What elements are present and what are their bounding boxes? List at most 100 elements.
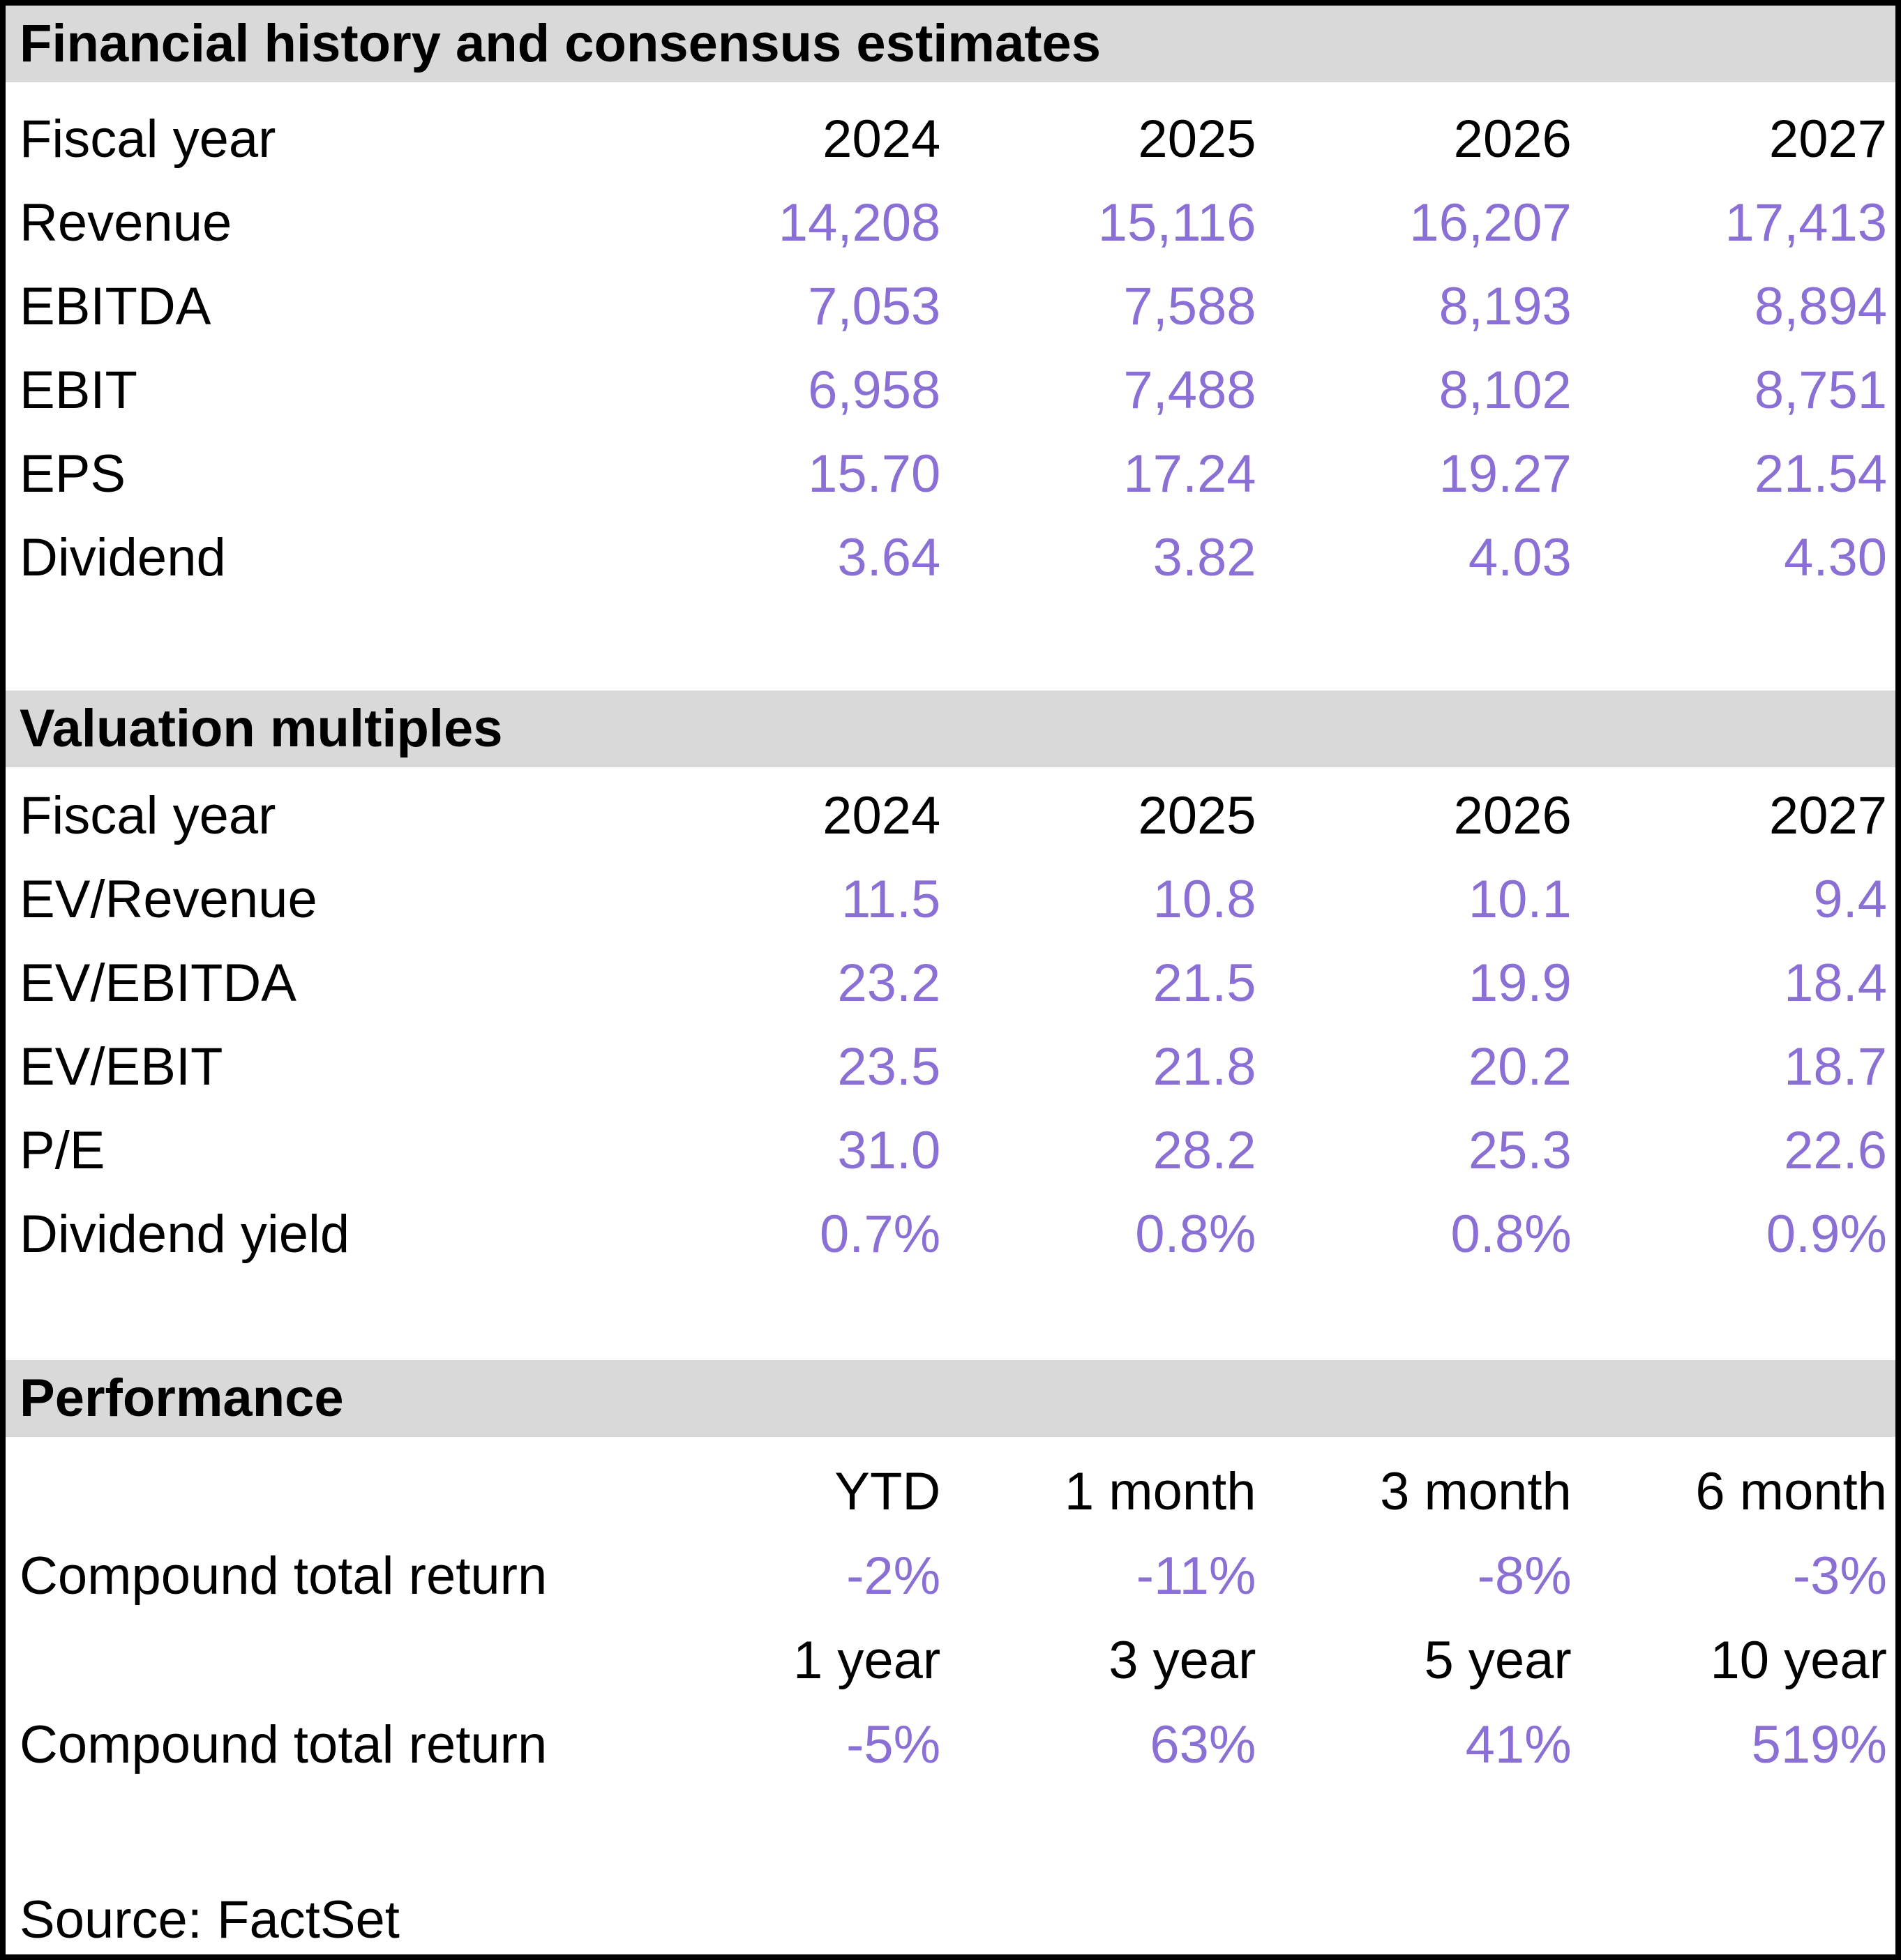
- table-header-row: Fiscal year 2024 2025 2026 2027: [6, 98, 1895, 181]
- year-header: 2026: [1453, 110, 1572, 169]
- row-label-fiscal-year: Fiscal year: [20, 786, 276, 845]
- value-cell: 21.8: [1152, 1037, 1256, 1096]
- value-cell: 3.82: [1152, 528, 1256, 587]
- table-row-ebit: EBIT 6,958 7,488 8,102 8,751: [6, 349, 1895, 432]
- value-cell: 22.6: [1784, 1121, 1887, 1180]
- period-header: YTD: [834, 1462, 941, 1521]
- value-cell: 8,193: [1438, 277, 1572, 336]
- table-row-ebitda: EBITDA 7,053 7,588 8,193 8,894: [6, 265, 1895, 349]
- value-cell: 18.7: [1784, 1037, 1887, 1096]
- row-label-empty: [6, 1449, 633, 1534]
- year-header: 2024: [822, 786, 941, 845]
- source-note: Source: FactSet: [20, 1890, 400, 1950]
- period-header: 3 month: [1380, 1462, 1572, 1521]
- table-header-row-short-periods: YTD 1 month 3 month 6 month: [6, 1449, 1895, 1534]
- value-cell: 21.54: [1754, 444, 1887, 504]
- table-row-dividend: Dividend 3.64 3.82 4.03 4.30: [6, 516, 1895, 600]
- value-cell: 8,894: [1754, 277, 1887, 336]
- table-row-ev-ebit: EV/EBIT 23.5 21.8 20.2 18.7: [6, 1025, 1895, 1109]
- year-header: 2025: [1138, 110, 1256, 169]
- row-label-fiscal-year: Fiscal year: [20, 110, 276, 169]
- value-cell: 11.5: [841, 870, 941, 929]
- period-header: 1 year: [793, 1631, 941, 1690]
- value-cell: -3%: [1792, 1546, 1887, 1606]
- period-header: 5 year: [1424, 1631, 1572, 1690]
- section-header-valuation-multiples: Valuation multiples: [6, 691, 1895, 767]
- table-row-revenue: Revenue 14,208 15,116 16,207 17,413: [6, 181, 1895, 265]
- row-label: Dividend: [20, 528, 226, 587]
- value-cell: 3.64: [837, 528, 941, 587]
- row-label: EV/Revenue: [20, 870, 317, 929]
- section-title: Performance: [20, 1369, 344, 1428]
- value-cell: 15,116: [1097, 193, 1256, 252]
- table-row-ev-ebitda: EV/EBITDA 23.2 21.5 19.9 18.4: [6, 942, 1895, 1025]
- row-label: Compound total return: [20, 1546, 548, 1606]
- table-row-ev-revenue: EV/Revenue 11.5 10.8 10.1 9.4: [6, 858, 1895, 942]
- row-label: Dividend yield: [20, 1205, 350, 1264]
- section-header-financial-history: Financial history and consensus estimate…: [6, 6, 1895, 82]
- row-label: EV/EBITDA: [20, 953, 296, 1013]
- value-cell: 0.8%: [1135, 1205, 1256, 1264]
- section-title: Financial history and consensus estimate…: [20, 14, 1102, 73]
- financial-history-table: Fiscal year 2024 2025 2026 2027 Revenue …: [6, 98, 1895, 600]
- section-title: Valuation multiples: [20, 699, 503, 758]
- value-cell: 9.4: [1813, 870, 1887, 929]
- value-cell: 7,588: [1123, 277, 1256, 336]
- period-header: 3 year: [1109, 1631, 1256, 1690]
- value-cell: -2%: [846, 1546, 941, 1606]
- row-label: EBITDA: [20, 277, 211, 336]
- year-header: 2026: [1453, 786, 1572, 845]
- value-cell: -5%: [846, 1715, 941, 1774]
- value-cell: 17.24: [1123, 444, 1256, 504]
- value-cell: 0.8%: [1450, 1205, 1572, 1264]
- period-header: 10 year: [1710, 1631, 1888, 1690]
- value-cell: 8,751: [1754, 361, 1887, 420]
- table-row-compound-return-long: Compound total return -5% 63% 41% 519%: [6, 1703, 1895, 1787]
- value-cell: 7,053: [808, 277, 941, 336]
- value-cell: 15.70: [808, 444, 941, 504]
- value-cell: 16,207: [1409, 193, 1572, 252]
- table-row-pe: P/E 31.0 28.2 25.3 22.6: [6, 1109, 1895, 1193]
- row-label-empty: [6, 1618, 633, 1703]
- value-cell: 25.3: [1468, 1121, 1572, 1180]
- value-cell: 21.5: [1152, 953, 1256, 1013]
- period-header: 6 month: [1695, 1462, 1887, 1521]
- row-label: Compound total return: [20, 1715, 548, 1774]
- value-cell: 31.0: [837, 1121, 941, 1180]
- row-label: P/E: [20, 1121, 105, 1180]
- value-cell: 20.2: [1468, 1037, 1572, 1096]
- value-cell: 4.03: [1468, 528, 1572, 587]
- period-header: 1 month: [1064, 1462, 1256, 1521]
- value-cell: 519%: [1751, 1715, 1887, 1774]
- section-header-performance: Performance: [6, 1360, 1895, 1437]
- value-cell: 23.5: [837, 1037, 941, 1096]
- row-label: Revenue: [20, 193, 232, 252]
- value-cell: 28.2: [1152, 1121, 1256, 1180]
- value-cell: 63%: [1150, 1715, 1256, 1774]
- value-cell: 8,102: [1438, 361, 1572, 420]
- value-cell: 7,488: [1123, 361, 1256, 420]
- value-cell: 41%: [1465, 1715, 1572, 1774]
- performance-table: YTD 1 month 3 month 6 month Compound tot…: [6, 1449, 1895, 1787]
- row-label: EBIT: [20, 361, 137, 420]
- value-cell: 0.7%: [820, 1205, 941, 1264]
- row-label: EPS: [20, 444, 126, 504]
- value-cell: 18.4: [1784, 953, 1887, 1013]
- value-cell: 0.9%: [1766, 1205, 1887, 1264]
- value-cell: 6,958: [808, 361, 941, 420]
- row-label: EV/EBIT: [20, 1037, 223, 1096]
- table-row-dividend-yield: Dividend yield 0.7% 0.8% 0.8% 0.9%: [6, 1193, 1895, 1276]
- value-cell: 23.2: [837, 953, 941, 1013]
- year-header: 2025: [1138, 786, 1256, 845]
- value-cell: 10.1: [1468, 870, 1572, 929]
- year-header: 2024: [822, 110, 941, 169]
- value-cell: 19.9: [1468, 953, 1572, 1013]
- value-cell: -11%: [1136, 1546, 1256, 1606]
- value-cell: 17,413: [1725, 193, 1887, 252]
- table-row-compound-return-short: Compound total return -2% -11% -8% -3%: [6, 1534, 1895, 1618]
- year-header: 2027: [1768, 110, 1887, 169]
- table-header-row-long-periods: 1 year 3 year 5 year 10 year: [6, 1618, 1895, 1703]
- value-cell: 14,208: [778, 193, 941, 252]
- value-cell: -8%: [1477, 1546, 1572, 1606]
